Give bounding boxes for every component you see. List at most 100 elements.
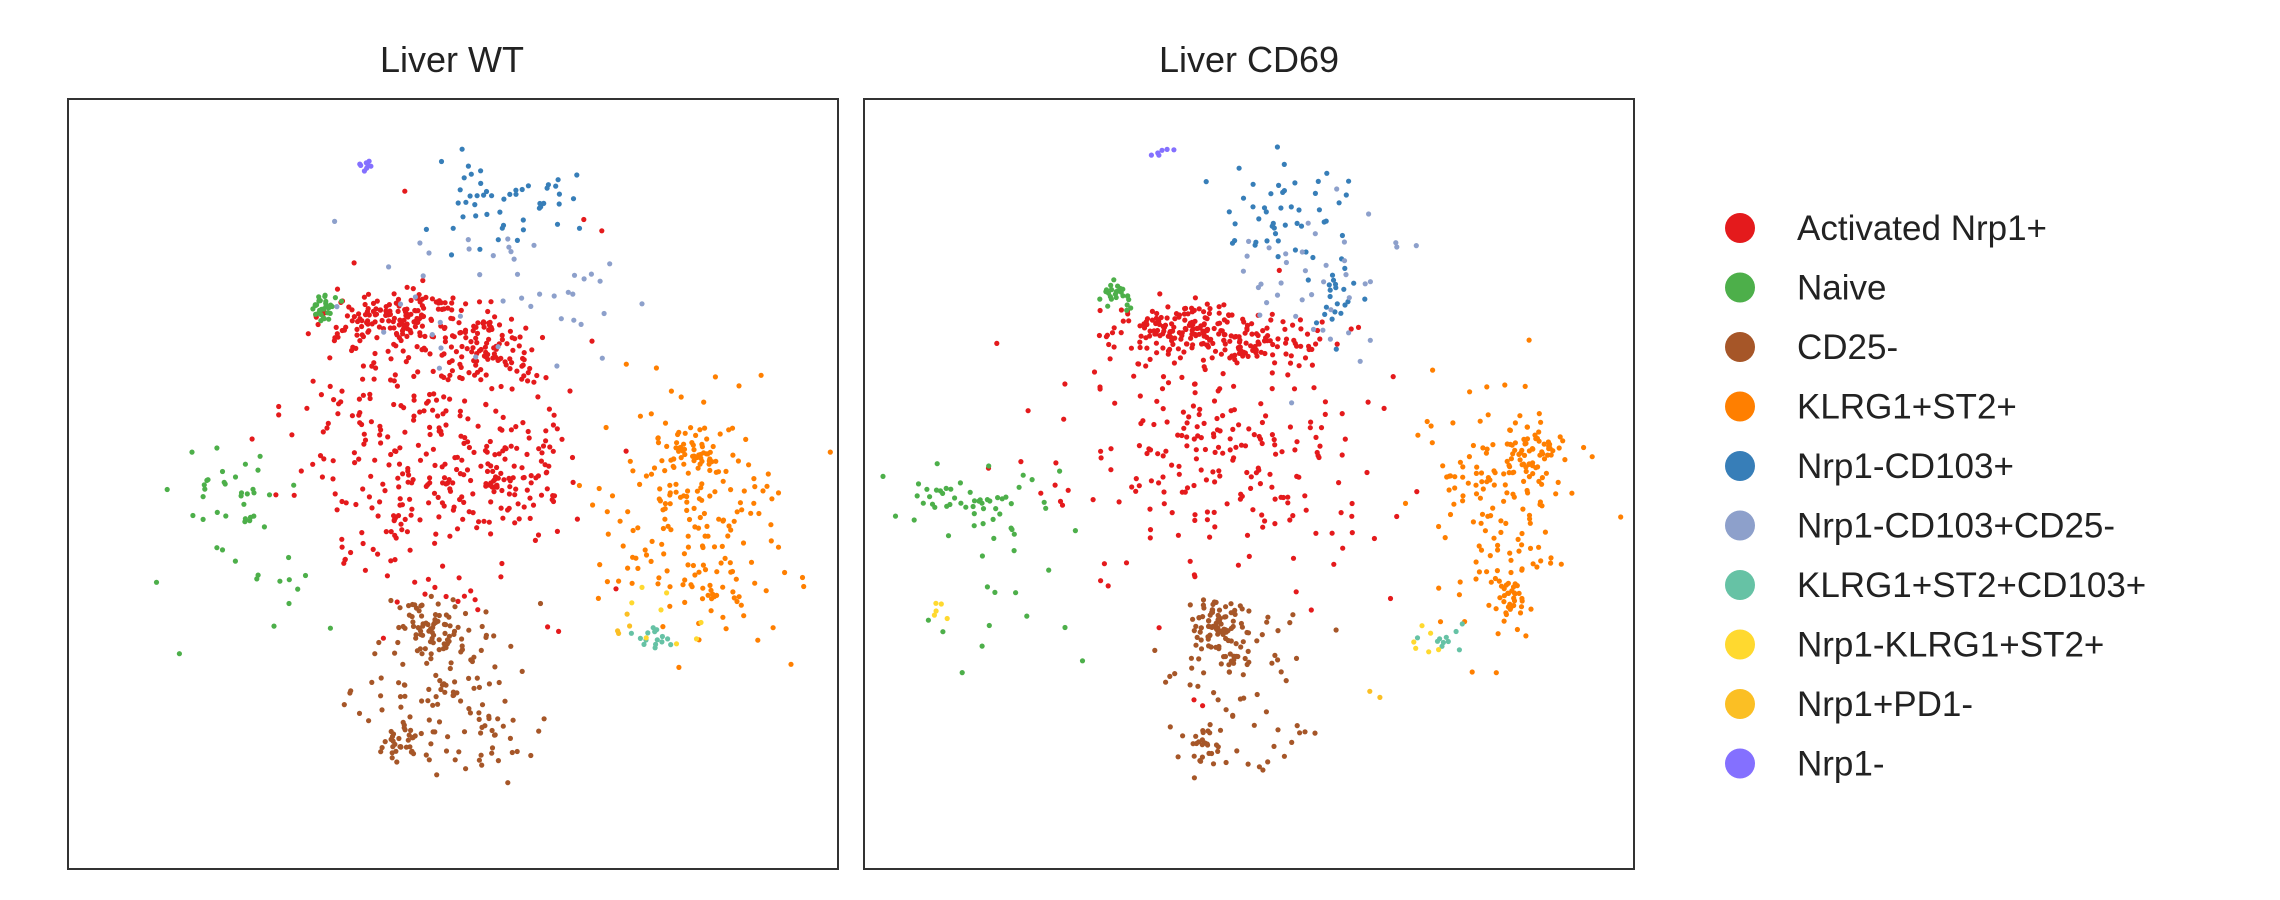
point-activated-nrp1: [402, 188, 408, 194]
point-activated-nrp1: [1313, 434, 1319, 440]
point-klrg1-st2: [673, 489, 679, 495]
point-cd25: [1281, 753, 1287, 759]
point-activated-nrp1: [427, 475, 433, 481]
point-activated-nrp1: [1154, 398, 1160, 404]
point-nrp1-cd103-cd25: [1283, 251, 1289, 257]
point-activated-nrp1: [1062, 381, 1068, 387]
point-activated-nrp1: [1179, 432, 1185, 439]
point-activated-nrp1: [525, 428, 531, 435]
point-nrp1-cd103-cd25: [436, 365, 442, 371]
point-activated-nrp1: [447, 486, 453, 492]
point-klrg1-st2: [655, 581, 661, 587]
point-activated-nrp1: [1111, 325, 1117, 331]
point-nrp1-cd103-cd25: [1341, 239, 1347, 245]
point-klrg1-st2: [769, 496, 775, 502]
point-klrg1-st2: [662, 420, 669, 426]
point-activated-nrp1: [1147, 328, 1153, 334]
point-klrg1-st2: [702, 567, 709, 573]
point-activated-nrp1: [447, 533, 453, 539]
point-cd25: [348, 688, 354, 694]
point-nrp1-cd103-cd25: [506, 244, 512, 250]
point-nrp1: [1148, 152, 1154, 158]
point-naive: [277, 578, 283, 584]
point-activated-nrp1: [378, 440, 384, 446]
point-naive: [1011, 531, 1017, 537]
point-activated-nrp1: [405, 312, 411, 318]
point-nrp1-cd103: [1275, 238, 1281, 244]
point-cd25: [1206, 750, 1212, 757]
point-naive: [316, 294, 322, 300]
point-cd25: [452, 604, 458, 610]
point-cd25: [452, 679, 458, 685]
point-nrp1-cd103-cd25: [1278, 280, 1284, 286]
point-activated-nrp1: [1164, 419, 1170, 425]
point-klrg1-st2: [735, 458, 742, 464]
point-activated-nrp1: [408, 512, 414, 518]
point-activated-nrp1: [388, 558, 394, 564]
point-activated-nrp1: [468, 588, 474, 594]
point-klrg1-st2: [1520, 461, 1527, 467]
point-klrg1-st2: [1470, 442, 1476, 449]
legend-label-activated-nrp1: Activated Nrp1+: [1797, 209, 2047, 248]
point-cd25: [432, 619, 438, 625]
point-nrp1-cd103: [1252, 242, 1258, 248]
point-klrg1-st2: [760, 488, 766, 494]
point-activated-nrp1: [521, 474, 527, 481]
point-naive: [934, 461, 940, 467]
point-klrg1-st2: [1534, 564, 1540, 570]
point-activated-nrp1: [393, 448, 399, 454]
point-activated-nrp1: [1414, 489, 1420, 495]
point-activated-nrp1: [1097, 307, 1103, 314]
point-activated-nrp1: [372, 312, 378, 318]
point-cd25: [400, 661, 406, 667]
point-activated-nrp1: [1263, 413, 1269, 419]
point-nrp1: [1159, 147, 1165, 153]
point-activated-nrp1: [509, 360, 515, 366]
point-activated-nrp1: [435, 306, 441, 312]
point-cd25: [416, 608, 422, 614]
point-nrp1-cd103-cd25: [438, 345, 444, 351]
point-nrp1-cd103: [1288, 204, 1294, 210]
point-activated-nrp1: [369, 363, 375, 369]
point-activated-nrp1: [1201, 420, 1207, 426]
point-cd25: [1189, 665, 1195, 671]
point-activated-nrp1: [1137, 344, 1143, 351]
point-cd25: [450, 597, 456, 603]
point-activated-nrp1: [450, 480, 456, 486]
point-cd25: [444, 637, 451, 643]
point-klrg1-st2: [1524, 487, 1530, 494]
point-cd25: [483, 632, 489, 638]
point-activated-nrp1: [396, 484, 402, 490]
point-klrg1-st2: [660, 624, 666, 630]
point-activated-nrp1: [317, 453, 324, 459]
point-naive: [202, 486, 208, 492]
point-activated-nrp1: [399, 527, 405, 533]
point-klrg1-st2: [1498, 583, 1505, 589]
point-klrg1-st2: [684, 507, 690, 513]
point-klrg1-st2: [1491, 482, 1497, 488]
point-nrp1-cd103-cd25: [437, 319, 443, 325]
point-activated-nrp1: [1175, 532, 1181, 538]
point-klrg1-st2: [1495, 547, 1501, 553]
point-naive: [338, 298, 345, 304]
point-activated-nrp1: [1322, 411, 1328, 417]
point-klrg1-st2: [711, 544, 718, 550]
point-naive: [948, 486, 954, 492]
point-cd25: [447, 665, 453, 672]
point-activated-nrp1: [1273, 451, 1279, 457]
point-activated-nrp1: [1204, 517, 1210, 523]
point-activated-nrp1: [391, 378, 397, 384]
point-klrg1-st2: [1539, 449, 1545, 455]
point-klrg1-st2: [685, 470, 691, 476]
point-klrg1-st2: [1516, 590, 1522, 597]
point-activated-nrp1: [1147, 506, 1153, 512]
point-activated-nrp1: [383, 312, 389, 318]
point-activated-nrp1: [391, 325, 397, 331]
point-cd25: [428, 651, 434, 657]
point-klrg1-st2: [1519, 530, 1525, 537]
point-activated-nrp1: [496, 322, 503, 328]
points-liver-cd69: [880, 144, 1624, 781]
point-klrg1-st2: [1510, 584, 1517, 590]
point-klrg1-st2: [1524, 424, 1530, 430]
point-activated-nrp1: [1161, 328, 1167, 334]
